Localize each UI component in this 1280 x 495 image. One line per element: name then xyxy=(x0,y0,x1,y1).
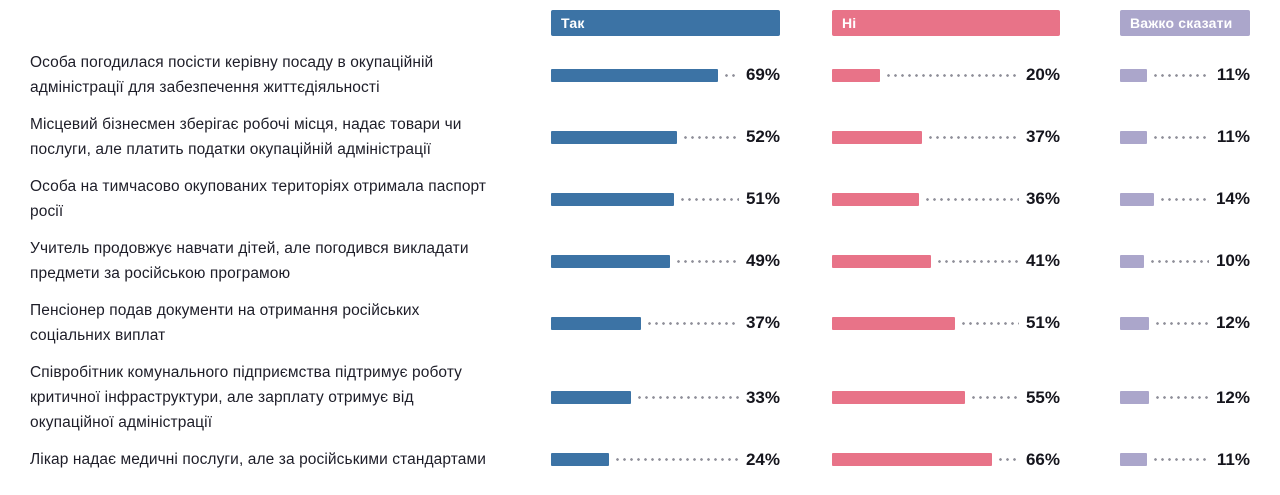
table-row: Особа погодилася посісти керівну посаду … xyxy=(30,50,1262,100)
bar-no xyxy=(832,68,881,82)
table-row: Співробітник комунального підприємства п… xyxy=(30,360,1262,435)
leader-dots xyxy=(924,197,1019,201)
leader-dots xyxy=(1151,73,1210,77)
value-label-no: 36% xyxy=(1025,189,1060,208)
table-row: Пенсіонер подав документи на отримання р… xyxy=(30,298,1262,348)
value-label-hard: 12% xyxy=(1215,387,1250,407)
value-label-yes: 51% xyxy=(745,189,780,208)
bar-yes xyxy=(551,254,670,268)
bar-hard-to-say xyxy=(1120,254,1145,268)
leader-dots xyxy=(645,321,739,325)
leader-dots xyxy=(679,197,739,201)
category-label: Лікар надає медичні послуги, але за росі… xyxy=(30,451,487,468)
value-label-hard: 10% xyxy=(1215,251,1250,270)
leader-dots xyxy=(1151,458,1210,461)
bar-no xyxy=(832,316,956,330)
value-label-yes: 37% xyxy=(745,313,780,332)
category-label: Співробітник комунального підприємства п… xyxy=(30,364,463,431)
table-row: Особа на тимчасово окупованих територіях… xyxy=(30,174,1262,224)
value-label-hard: 11% xyxy=(1216,65,1250,84)
bar-yes xyxy=(551,316,641,330)
leader-dots xyxy=(1154,321,1209,325)
leader-dots xyxy=(674,259,739,263)
bar-hard-to-say xyxy=(1120,130,1147,144)
value-label-hard: 11% xyxy=(1216,449,1250,469)
leader-dots xyxy=(1154,396,1209,399)
bar-hard-to-say xyxy=(1120,391,1150,404)
table-row: Учитель продовжує навчати дітей, але пог… xyxy=(30,236,1262,286)
value-label-no: 37% xyxy=(1025,127,1060,146)
survey-bar-chart: Так Ні Важко сказати Особа погодилася по… xyxy=(30,10,1262,472)
bar-no xyxy=(832,453,992,466)
legend-row: Так Ні Важко сказати xyxy=(30,10,1262,36)
bar-no xyxy=(832,130,922,144)
bar-yes xyxy=(551,68,718,82)
bar-yes xyxy=(551,453,610,466)
leader-dots xyxy=(1149,259,1209,263)
value-label-no: 41% xyxy=(1025,251,1060,270)
value-label-yes: 24% xyxy=(745,449,780,469)
bar-no xyxy=(832,254,932,268)
leader-dots xyxy=(960,321,1019,325)
category-label: Пенсіонер подав документи на отримання р… xyxy=(30,302,420,344)
value-label-no: 51% xyxy=(1025,313,1060,332)
legend-no: Ні xyxy=(832,10,1060,36)
category-label: Особа на тимчасово окупованих територіях… xyxy=(30,178,487,220)
leader-dots xyxy=(885,73,1019,77)
leader-dots xyxy=(681,135,739,139)
leader-dots xyxy=(1151,135,1210,139)
legend-group-no: Ні xyxy=(832,10,1060,36)
bar-hard-to-say xyxy=(1120,68,1147,82)
leader-dots xyxy=(936,259,1019,263)
bar-yes xyxy=(551,130,677,144)
bar-yes xyxy=(551,391,631,404)
legend-hard-to-say: Важко сказати xyxy=(1120,10,1250,36)
leader-dots xyxy=(1158,197,1209,201)
value-label-yes: 69% xyxy=(745,65,780,84)
bar-hard-to-say xyxy=(1120,453,1147,466)
value-label-yes: 33% xyxy=(745,387,780,407)
table-row: Місцевий бізнесмен зберігає робочі місця… xyxy=(30,112,1262,162)
leader-dots xyxy=(614,458,739,461)
category-label: Місцевий бізнесмен зберігає робочі місця… xyxy=(30,116,462,158)
value-label-yes: 52% xyxy=(745,127,780,146)
legend-group-hard: Важко сказати xyxy=(1120,10,1250,36)
value-label-no: 66% xyxy=(1025,449,1060,469)
value-label-no: 55% xyxy=(1025,387,1060,407)
leader-dots xyxy=(926,135,1019,139)
leader-dots xyxy=(635,396,739,399)
value-label-hard: 14% xyxy=(1215,189,1250,208)
bar-no xyxy=(832,391,966,404)
chart-rows: Особа погодилася посісти керівну посаду … xyxy=(30,50,1262,472)
bar-no xyxy=(832,192,920,206)
bar-hard-to-say xyxy=(1120,316,1150,330)
value-label-no: 20% xyxy=(1025,65,1060,84)
bar-yes xyxy=(551,192,675,206)
leader-dots xyxy=(722,73,739,77)
category-label: Учитель продовжує навчати дітей, але пог… xyxy=(30,240,469,282)
category-label: Особа погодилася посісти керівну посаду … xyxy=(30,54,434,96)
legend-group-yes: Так xyxy=(551,10,780,36)
table-row: Лікар надає медичні послуги, але за росі… xyxy=(30,447,1262,472)
legend-yes: Так xyxy=(551,10,780,36)
leader-dots xyxy=(970,396,1019,399)
value-label-yes: 49% xyxy=(745,251,780,270)
bar-hard-to-say xyxy=(1120,192,1154,206)
value-label-hard: 12% xyxy=(1215,313,1250,332)
leader-dots xyxy=(996,458,1019,461)
value-label-hard: 11% xyxy=(1216,127,1250,146)
